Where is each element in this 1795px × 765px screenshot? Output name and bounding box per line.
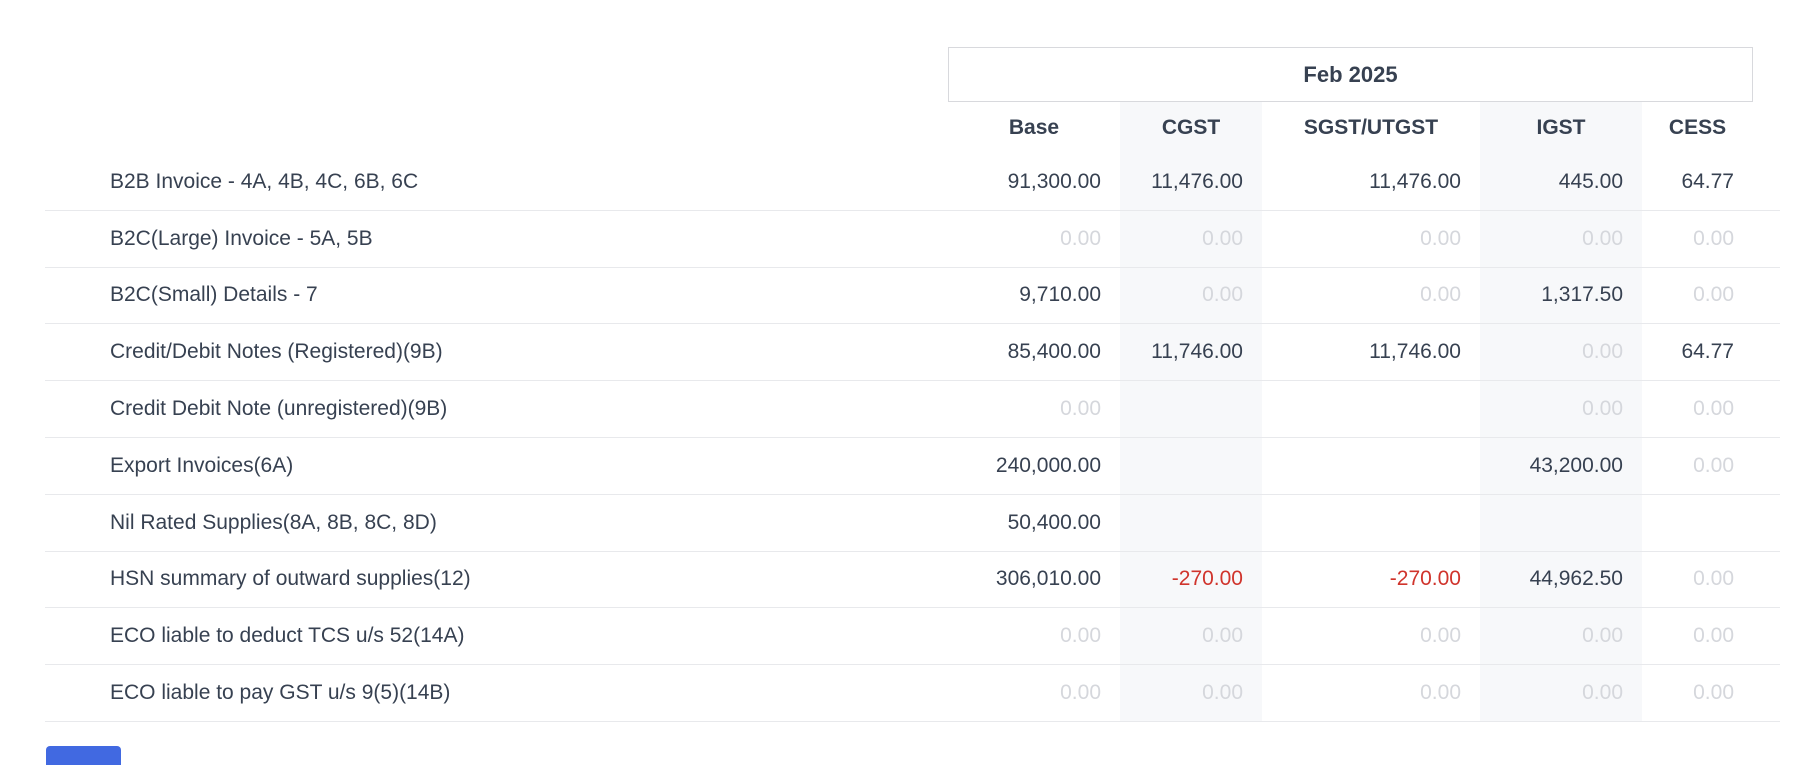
table-row-nil-rated[interactable]: Nil Rated Supplies(8A, 8B, 8C, 8D) 50,40…	[45, 495, 1780, 552]
cgst-column-band	[1120, 102, 1262, 722]
cell-cgst[interactable]: 11,746.00	[1151, 340, 1243, 364]
cell-cgst[interactable]: 0.00	[1202, 226, 1243, 250]
column-header-row: Base CGST SGST/UTGST IGST CESS	[45, 102, 1780, 154]
column-header-cess: CESS	[1668, 116, 1727, 139]
cell-base[interactable]: 91,300.00	[1007, 169, 1101, 193]
row-label[interactable]: B2B Invoice - 4A, 4B, 4C, 6B, 6C	[110, 169, 419, 193]
row-label[interactable]: Export Invoices(6A)	[110, 453, 294, 477]
cell-base[interactable]: 240,000.00	[995, 453, 1101, 477]
table-row-b2c-small[interactable]: B2C(Small) Details - 7 9,710.00 0.00 0.0…	[45, 268, 1780, 325]
cell-base[interactable]: 0.00	[1060, 397, 1101, 421]
cell-sgst[interactable]: 0.00	[1420, 226, 1461, 250]
row-label[interactable]: B2C(Small) Details - 7	[110, 283, 318, 307]
cell-base[interactable]: 9,710.00	[1019, 283, 1101, 307]
row-label[interactable]: Credit Debit Note (unregistered)(9B)	[110, 397, 448, 421]
cell-sgst[interactable]: 11,746.00	[1369, 340, 1461, 364]
cell-cess[interactable]: 64.77	[1681, 340, 1734, 364]
cell-sgst[interactable]: -270.00	[1389, 567, 1461, 591]
cell-igst[interactable]: 44,962.50	[1529, 567, 1623, 591]
cell-igst[interactable]: 0.00	[1582, 226, 1623, 250]
cell-base[interactable]: 0.00	[1060, 681, 1101, 705]
cell-base[interactable]: 306,010.00	[995, 567, 1101, 591]
table-row-eco-tcs[interactable]: ECO liable to deduct TCS u/s 52(14A) 0.0…	[45, 608, 1780, 666]
table-row-eco-gst[interactable]: ECO liable to pay GST u/s 9(5)(14B) 0.00…	[45, 665, 1780, 722]
table-row-cdn-registered[interactable]: Credit/Debit Notes (Registered)(9B) 85,4…	[45, 324, 1780, 382]
row-label[interactable]: HSN summary of outward supplies(12)	[110, 567, 471, 591]
cell-sgst[interactable]: 11,476.00	[1369, 169, 1461, 193]
cell-cess[interactable]: 0.00	[1693, 681, 1734, 705]
cell-base[interactable]: 0.00	[1060, 226, 1101, 250]
row-label[interactable]: Nil Rated Supplies(8A, 8B, 8C, 8D)	[110, 510, 437, 534]
cell-cgst[interactable]: 0.00	[1202, 283, 1243, 307]
period-header-box: Feb 2025	[948, 47, 1753, 102]
cell-igst[interactable]: 0.00	[1582, 397, 1623, 421]
cell-igst[interactable]: 0.00	[1582, 681, 1623, 705]
cell-igst[interactable]: 0.00	[1582, 340, 1623, 364]
cell-cess[interactable]: 0.00	[1693, 453, 1734, 477]
cell-igst[interactable]: 0.00	[1582, 624, 1623, 648]
cell-cess[interactable]: 0.00	[1693, 567, 1734, 591]
cell-cgst[interactable]: 0.00	[1202, 624, 1243, 648]
table-row-export-invoices[interactable]: Export Invoices(6A) 240,000.00 43,200.00…	[45, 438, 1780, 495]
cell-base[interactable]: 0.00	[1060, 624, 1101, 648]
cell-cess[interactable]: 0.00	[1693, 283, 1734, 307]
table-row-b2c-large[interactable]: B2C(Large) Invoice - 5A, 5B 0.00 0.00 0.…	[45, 211, 1780, 268]
row-label[interactable]: ECO liable to pay GST u/s 9(5)(14B)	[110, 681, 451, 705]
cell-cess[interactable]: 0.00	[1693, 226, 1734, 250]
table-row-b2b-invoice[interactable]: B2B Invoice - 4A, 4B, 4C, 6B, 6C 91,300.…	[45, 154, 1780, 211]
column-header-igst: IGST	[1536, 116, 1586, 139]
partial-blue-element[interactable]	[46, 746, 121, 765]
table-row-hsn-summary[interactable]: HSN summary of outward supplies(12) 306,…	[45, 552, 1780, 609]
cell-cess[interactable]: 0.00	[1693, 397, 1734, 421]
period-label: Feb 2025	[1303, 61, 1398, 87]
column-header-sgst-utgst: SGST/UTGST	[1303, 116, 1439, 139]
row-label[interactable]: Credit/Debit Notes (Registered)(9B)	[110, 340, 443, 364]
cell-cgst[interactable]: 11,476.00	[1151, 169, 1243, 193]
row-label[interactable]: ECO liable to deduct TCS u/s 52(14A)	[110, 624, 465, 648]
column-header-cgst: CGST	[1161, 116, 1221, 139]
cell-cgst[interactable]: 0.00	[1202, 681, 1243, 705]
cell-cess[interactable]: 0.00	[1693, 624, 1734, 648]
cell-base[interactable]: 85,400.00	[1007, 340, 1101, 364]
cell-sgst[interactable]: 0.00	[1420, 283, 1461, 307]
column-header-base: Base	[1008, 116, 1060, 139]
report-rows: B2B Invoice - 4A, 4B, 4C, 6B, 6C 91,300.…	[45, 154, 1780, 722]
cell-igst[interactable]: 1,317.50	[1541, 283, 1623, 307]
table-row-cdn-unregistered[interactable]: Credit Debit Note (unregistered)(9B) 0.0…	[45, 381, 1780, 438]
cell-cess[interactable]: 64.77	[1681, 169, 1734, 193]
cell-sgst[interactable]: 0.00	[1420, 624, 1461, 648]
cell-cgst[interactable]: -270.00	[1171, 567, 1243, 591]
cell-base[interactable]: 50,400.00	[1007, 510, 1101, 534]
cell-sgst[interactable]: 0.00	[1420, 681, 1461, 705]
igst-column-band	[1480, 102, 1642, 722]
cell-igst[interactable]: 445.00	[1558, 169, 1623, 193]
cell-igst[interactable]: 43,200.00	[1529, 453, 1623, 477]
row-label[interactable]: B2C(Large) Invoice - 5A, 5B	[110, 226, 373, 250]
